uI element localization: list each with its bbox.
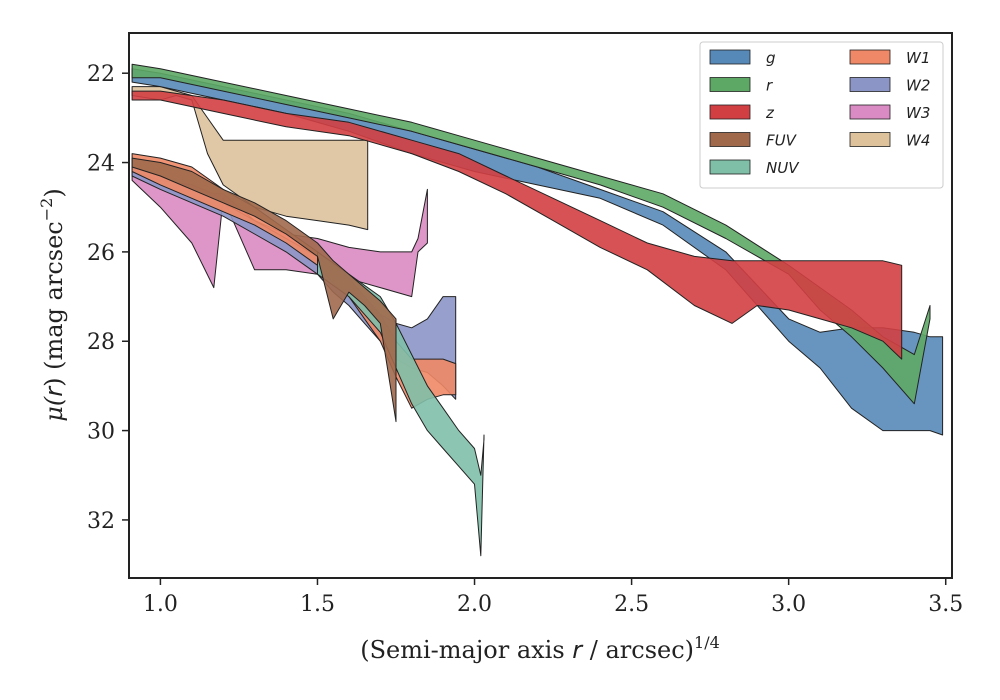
legend-swatch-w2 — [849, 77, 891, 92]
legend-swatch-z — [709, 104, 751, 120]
x-tick-label: 3.0 — [771, 592, 806, 617]
legend-swatch-w1 — [849, 49, 891, 65]
band-fuv — [131, 157, 397, 423]
plot-area — [131, 63, 944, 557]
legend-label-w2: W2 — [906, 77, 930, 95]
legend-label-r: r — [766, 77, 773, 95]
y-tick-label: 30 — [87, 420, 115, 445]
y-axis-label-mu: μ( — [40, 396, 68, 422]
legend-label-z: z — [765, 104, 775, 122]
legend: grz FUV NUV W1 W2 W3 W4 — [699, 41, 944, 189]
x-tick-label: 2.5 — [614, 592, 649, 617]
y-tick-label: 22 — [87, 62, 115, 87]
axes-frame — [128, 32, 953, 579]
band-z — [131, 90, 903, 360]
x-tick-label: 1.5 — [300, 592, 335, 617]
y-tick-label: 26 — [87, 241, 115, 266]
legend-label-w4: W4 — [906, 132, 930, 150]
y-axis: 22 24 26 28 30 32 — [87, 62, 129, 534]
x-tick-label: 1.0 — [143, 592, 178, 617]
legend-swatch-w3 — [849, 104, 891, 120]
x-tick-label: 3.5 — [928, 592, 963, 617]
y-tick-label: 32 — [87, 509, 115, 534]
legend-swatch-fuv — [709, 132, 751, 147]
legend-swatch-r — [709, 77, 751, 92]
y-axis-label-sup: −2 — [37, 198, 56, 222]
y-tick-label: 28 — [87, 330, 115, 355]
x-axis: 1.0 1.5 2.0 2.5 3.0 3.5 — [143, 578, 963, 617]
legend-swatch-nuv — [709, 159, 751, 175]
band-r — [131, 63, 931, 405]
legend-label-w3: W3 — [906, 104, 930, 122]
legend-swatch-g — [709, 49, 751, 65]
y-tick-label: 24 — [87, 152, 115, 177]
legend-label-w1: W1 — [906, 49, 930, 67]
x-axis-label-rest: / arcsec) — [582, 636, 694, 664]
y-axis-label: μ(r) (mag arcsec−2) — [37, 188, 68, 421]
x-axis-label-sup: 1/4 — [694, 633, 720, 652]
x-tick-label: 2.0 — [457, 592, 492, 617]
legend-label-fuv: FUV — [766, 132, 798, 150]
legend-swatch-w4 — [849, 132, 891, 147]
legend-label-g: g — [766, 49, 776, 67]
x-axis-label-open: (Semi-major axis — [360, 636, 572, 664]
legend-label-nuv: NUV — [766, 159, 800, 177]
x-axis-label: (Semi-major axis r / arcsec)1/4 — [360, 633, 720, 664]
x-axis-label-var: r — [572, 636, 584, 664]
y-axis-label-mid: ) (mag arcsec — [40, 221, 68, 387]
y-axis-label-var: r — [40, 385, 68, 397]
y-axis-label-close: ) — [40, 188, 68, 197]
